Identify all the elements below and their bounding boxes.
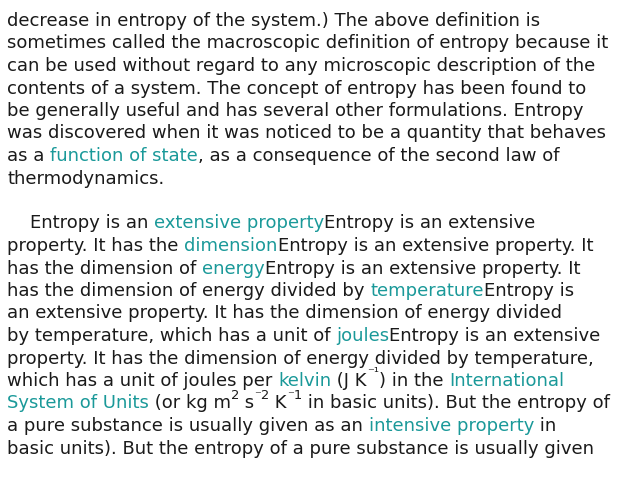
Text: sometimes called the macroscopic definition of entropy because it: sometimes called the macroscopic definit… (7, 35, 608, 52)
Text: (J K: (J K (332, 372, 367, 390)
Text: basic units). But the entropy of a pure substance is usually given: basic units). But the entropy of a pure … (7, 440, 594, 457)
Text: as a: as a (7, 147, 50, 165)
Text: ) in the: ) in the (379, 372, 449, 390)
Text: System of Units: System of Units (7, 395, 149, 412)
Text: joules: joules (336, 327, 389, 345)
Text: function of state: function of state (50, 147, 198, 165)
Text: ⁻1: ⁻1 (287, 389, 302, 402)
Text: kelvin: kelvin (278, 372, 332, 390)
Text: in basic units). But the entropy of: in basic units). But the entropy of (302, 395, 610, 412)
Text: Entropy is: Entropy is (484, 282, 574, 300)
Text: ⁻¹: ⁻¹ (367, 367, 379, 380)
Text: in: in (534, 417, 556, 435)
Text: property. It has the: property. It has the (7, 237, 184, 255)
Text: contents of a system. The concept of entropy has been found to: contents of a system. The concept of ent… (7, 80, 586, 97)
Text: can be used without regard to any microscopic description of the: can be used without regard to any micros… (7, 57, 595, 75)
Text: 2: 2 (231, 389, 239, 402)
Text: dimension: dimension (184, 237, 278, 255)
Text: by temperature, which has a unit of: by temperature, which has a unit of (7, 327, 336, 345)
Text: energy: energy (202, 260, 265, 277)
Text: an extensive property. It has the dimension of energy divided: an extensive property. It has the dimens… (7, 304, 562, 323)
Text: intensive property: intensive property (369, 417, 534, 435)
Text: K: K (269, 395, 287, 412)
Text: extensive property: extensive property (154, 215, 324, 232)
Text: International: International (449, 372, 564, 390)
Text: Entropy is an extensive: Entropy is an extensive (389, 327, 600, 345)
Text: property. It has the dimension of energy divided by temperature,: property. It has the dimension of energy… (7, 349, 594, 368)
Text: was discovered when it was noticed to be a quantity that behaves: was discovered when it was noticed to be… (7, 124, 606, 143)
Text: Entropy is an extensive: Entropy is an extensive (324, 215, 536, 232)
Text: has the dimension of: has the dimension of (7, 260, 202, 277)
Text: Entropy is an: Entropy is an (7, 215, 154, 232)
Text: which has a unit of joules per: which has a unit of joules per (7, 372, 278, 390)
Text: has the dimension of energy divided by: has the dimension of energy divided by (7, 282, 371, 300)
Text: ⁻2: ⁻2 (254, 389, 269, 402)
Text: thermodynamics.: thermodynamics. (7, 169, 164, 188)
Text: (or kg m: (or kg m (149, 395, 231, 412)
Text: be generally useful and has several other formulations. Entropy: be generally useful and has several othe… (7, 102, 584, 120)
Text: temperature: temperature (371, 282, 484, 300)
Text: , as a consequence of the second law of: , as a consequence of the second law of (198, 147, 559, 165)
Text: s: s (239, 395, 254, 412)
Text: Entropy is an extensive property. It: Entropy is an extensive property. It (265, 260, 580, 277)
Text: a pure substance is usually given as an: a pure substance is usually given as an (7, 417, 369, 435)
Text: decrease in entropy of the system.) The above definition is: decrease in entropy of the system.) The … (7, 12, 540, 30)
Text: Entropy is an extensive property. It: Entropy is an extensive property. It (278, 237, 593, 255)
